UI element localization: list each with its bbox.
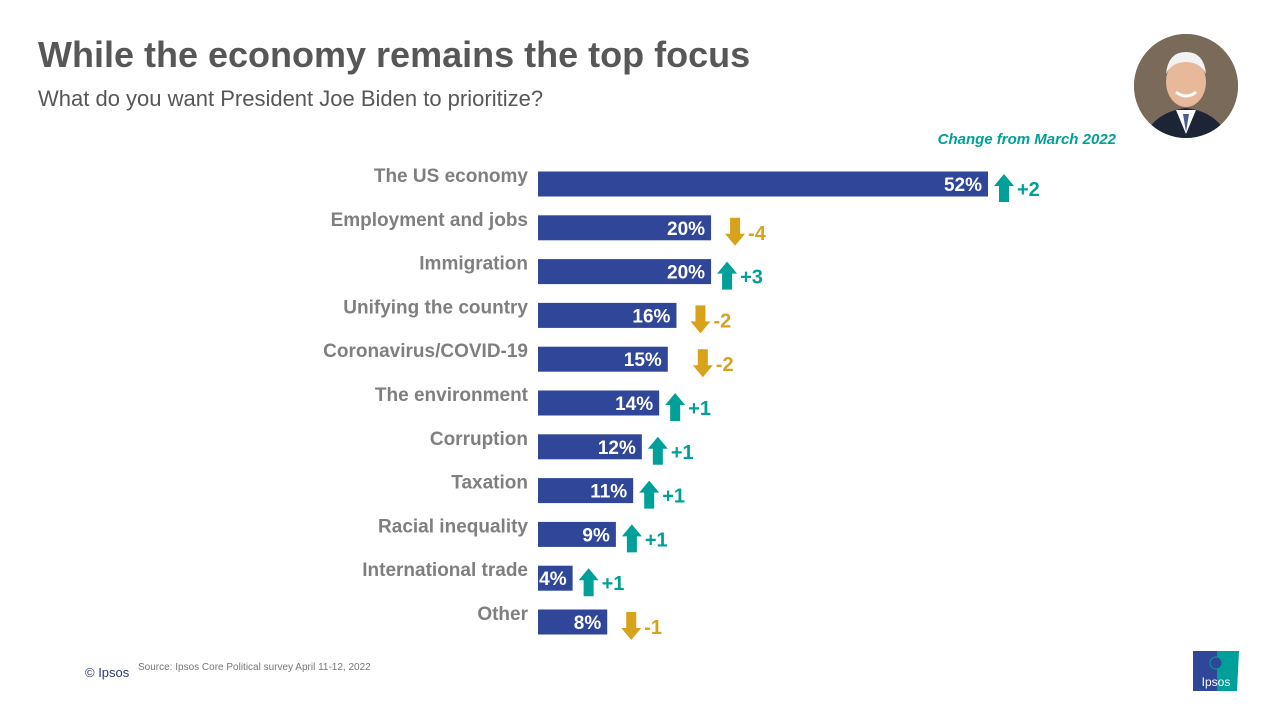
- arrow-up-icon: [665, 393, 686, 421]
- change-label: +1: [662, 486, 685, 508]
- bar: [538, 171, 988, 197]
- category-label: The US economy: [374, 166, 529, 187]
- change-label: -1: [644, 617, 662, 639]
- category-label: The environment: [375, 385, 529, 406]
- value-label: 15%: [624, 350, 662, 371]
- category-label: Corruption: [430, 429, 528, 450]
- category-label: Other: [477, 604, 528, 625]
- category-label: International trade: [362, 560, 528, 581]
- change-label: +1: [671, 442, 694, 464]
- value-label: 52%: [944, 175, 982, 196]
- value-label: 8%: [574, 613, 602, 634]
- change-label: +1: [602, 573, 625, 595]
- president-photo: [1134, 34, 1238, 138]
- bar: [538, 478, 634, 504]
- subtitle: What do you want President Joe Biden to …: [38, 86, 544, 111]
- arrow-down-icon: [690, 305, 711, 334]
- change-label: +1: [645, 529, 668, 551]
- arrow-up-icon: [578, 568, 599, 597]
- change-label: +3: [740, 267, 763, 289]
- value-label: 12%: [598, 438, 636, 459]
- arrow-up-icon: [621, 524, 642, 553]
- arrow-down-icon: [725, 217, 746, 246]
- category-label: Racial inequality: [378, 516, 528, 537]
- change-label: -2: [713, 310, 731, 332]
- value-label: 4%: [539, 569, 567, 590]
- bar: [538, 609, 608, 635]
- arrow-up-icon: [647, 436, 668, 465]
- category-label: Employment and jobs: [331, 210, 528, 231]
- change-header: Change from March 2022: [937, 131, 1116, 148]
- value-label: 16%: [632, 306, 670, 327]
- page-title: While the economy remains the top focus: [38, 34, 751, 75]
- value-label: 20%: [667, 219, 705, 240]
- ipsos-logo: Ipsos: [1193, 651, 1239, 691]
- bar: [538, 302, 677, 328]
- arrow-up-icon: [639, 480, 660, 509]
- value-label: 11%: [590, 482, 627, 503]
- bar: [538, 215, 712, 241]
- source-note: Source: Ipsos Core Political survey Apri…: [138, 662, 371, 673]
- arrow-down-icon: [692, 349, 713, 378]
- value-label: 9%: [582, 525, 610, 546]
- category-label: Coronavirus/COVID-19: [323, 341, 528, 362]
- value-label: 20%: [667, 263, 705, 284]
- copyright: © Ipsos: [85, 665, 130, 680]
- value-label: 14%: [615, 394, 653, 415]
- bar: [538, 346, 668, 372]
- bar: [538, 390, 660, 416]
- change-label: -2: [716, 354, 734, 376]
- arrow-up-icon: [994, 174, 1014, 202]
- category-label: Taxation: [451, 473, 528, 494]
- change-label: +2: [1017, 179, 1040, 201]
- change-label: +1: [688, 398, 711, 420]
- bar: [538, 259, 712, 285]
- bar: [538, 565, 573, 591]
- bar: [538, 521, 616, 547]
- bar: [538, 434, 642, 460]
- arrow-down-icon: [621, 612, 642, 640]
- category-label: Immigration: [419, 254, 528, 275]
- arrow-up-icon: [717, 261, 738, 290]
- category-label: Unifying the country: [343, 297, 528, 318]
- svg-text:Ipsos: Ipsos: [1202, 675, 1231, 689]
- change-label: -4: [748, 223, 767, 245]
